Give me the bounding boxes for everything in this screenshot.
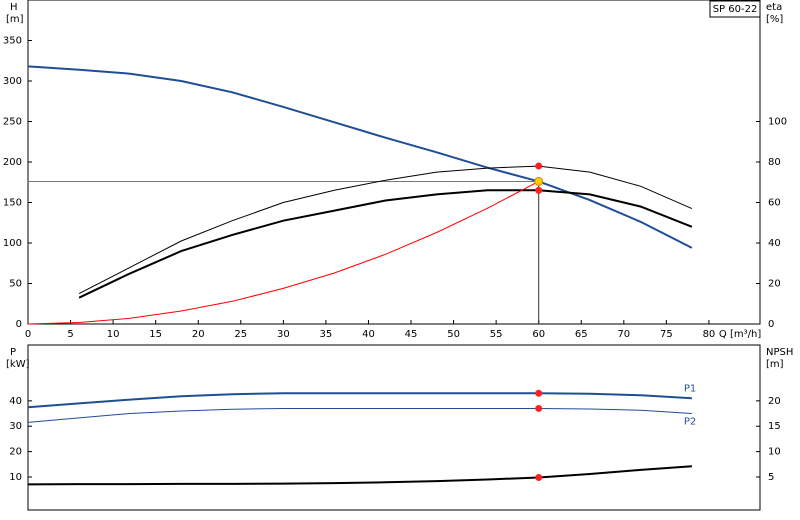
x-tick-label: 20: [192, 329, 205, 340]
operating-dot: [535, 474, 543, 482]
y-tick-label: 350: [3, 36, 22, 47]
y-axis-unit: [kW]: [6, 359, 30, 370]
operating-dot: [535, 404, 543, 412]
y2-axis-label: eta: [766, 2, 782, 13]
y2-tick-label: 60: [768, 198, 781, 209]
y-tick-label: 10: [9, 472, 22, 483]
y2-tick-label: 80: [768, 157, 781, 168]
y-tick-label: 300: [3, 76, 22, 87]
x-tick-label: 5: [67, 329, 73, 340]
series-label: P1: [684, 383, 696, 394]
series-line: [78, 189, 693, 299]
y2-tick-label: 100: [768, 117, 787, 128]
y2-tick-label: 20: [768, 279, 781, 290]
x-tick-label: 45: [405, 329, 418, 340]
x-axis-label: Q [m³/h]: [719, 329, 761, 340]
x-tick-label: 75: [660, 329, 673, 340]
y-tick-label: 200: [3, 157, 22, 168]
label-box: [709, 0, 761, 18]
y-tick-label: 30: [9, 421, 22, 432]
y-tick-label: 20: [9, 447, 22, 458]
y2-tick-label: 40: [768, 238, 781, 249]
y-tick-label: 100: [3, 238, 22, 249]
y-tick-label: 150: [3, 198, 22, 209]
x-tick-label: 15: [149, 329, 162, 340]
series-label: P2: [684, 417, 696, 428]
plot-frame: [27, 344, 761, 511]
y-axis-unit: [m]: [6, 14, 24, 25]
y-axis-label: P: [10, 347, 16, 358]
y2-axis-label: NPSH: [766, 347, 793, 358]
plot-frame: [27, 0, 761, 325]
x-tick-label: 30: [277, 329, 290, 340]
y-tick-label: 40: [9, 396, 22, 407]
x-tick-label: 55: [490, 329, 503, 340]
series-line: [78, 165, 693, 295]
chart-label: SP 60-22: [713, 4, 758, 15]
x-tick-label: 0: [25, 329, 31, 340]
x-tick-label: 65: [575, 329, 588, 340]
x-tick-label: 60: [532, 329, 545, 340]
x-tick-label: 25: [234, 329, 247, 340]
x-tick-label: 80: [703, 329, 716, 340]
y2-tick-label: 15: [768, 421, 781, 432]
series-line: [27, 392, 692, 409]
series-line: [27, 408, 692, 423]
x-tick-label: 70: [617, 329, 630, 340]
y2-axis-unit: [m]: [766, 359, 784, 370]
operating-dot: [535, 186, 543, 194]
y-axis-label: H: [10, 2, 18, 13]
y2-axis-unit: [%]: [766, 14, 783, 25]
operating-dot: [535, 389, 543, 397]
series-line: [27, 65, 693, 249]
y-tick-label: 50: [9, 279, 22, 290]
y-tick-label: 250: [3, 117, 22, 128]
x-tick-label: 40: [362, 329, 375, 340]
series-line: [27, 465, 692, 486]
y2-tick-label: 20: [768, 396, 781, 407]
y-tick-label: 0: [16, 319, 22, 330]
x-tick-label: 50: [447, 329, 460, 340]
x-tick-label: 10: [107, 329, 120, 340]
duty-point: [534, 176, 544, 186]
y2-tick-label: 10: [768, 447, 781, 458]
operating-dot: [535, 162, 543, 170]
y2-tick-label: 5: [768, 472, 774, 483]
x-tick-label: 35: [320, 329, 333, 340]
y2-tick-label: 0: [768, 319, 774, 330]
series-line: [27, 180, 539, 325]
